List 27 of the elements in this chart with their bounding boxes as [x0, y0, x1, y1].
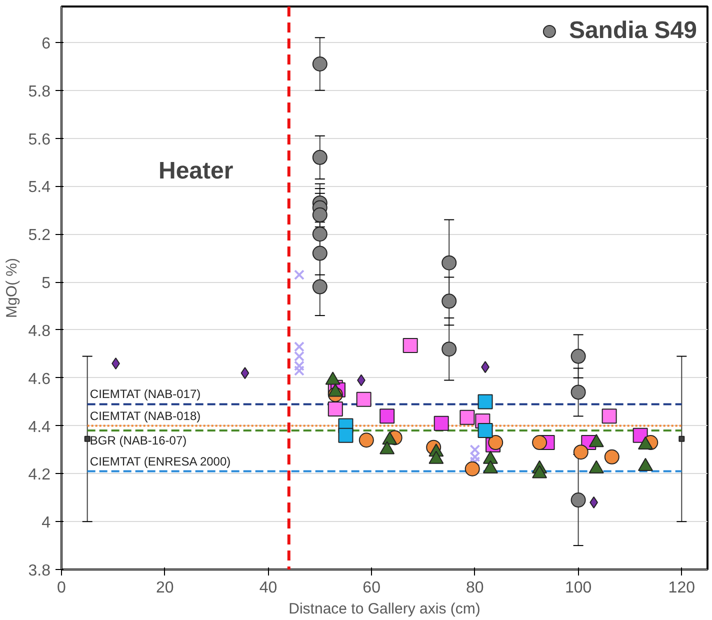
x-tick-label: 0	[57, 580, 66, 596]
y-tick-label: 4	[42, 514, 51, 532]
y-tick-label: 4.2	[28, 466, 51, 484]
x-axis-title: Distnace to Gallery axis (cm)	[288, 600, 480, 618]
x-tick-label: 100	[564, 580, 592, 596]
y-tick-label: 4.6	[28, 370, 51, 388]
ref-line-label: CIEMTAT (ENRESA 2000)	[90, 454, 231, 468]
x-tick-label: 120	[668, 580, 696, 596]
y-axis-title: MgO( %)	[3, 258, 20, 318]
ref-line-label: CIEMTAT (NAB-017)	[90, 387, 201, 402]
y-tick-label: 5.8	[28, 83, 51, 100]
ref-line-label: CIEMTAT (NAB-018)	[90, 408, 201, 423]
y-tick-label: 5.4	[28, 179, 51, 196]
x-tick-label: 40	[259, 580, 278, 596]
x-tick-label: 20	[156, 580, 174, 596]
legend-label: Sandia S49	[568, 17, 697, 45]
y-tick-label: 5	[42, 275, 51, 292]
y-tick-label: 3.8	[28, 562, 51, 580]
y-tick-label: 4.8	[28, 322, 51, 340]
annotation: Heater	[158, 158, 234, 184]
x-tick-label: 60	[362, 580, 381, 596]
x-tick-label: 80	[466, 580, 484, 596]
y-tick-label: 4.4	[28, 418, 51, 436]
y-tick-label: 6	[42, 35, 51, 52]
ref-line-label: BGR (NAB-16-07)	[90, 434, 187, 448]
y-tick-label: 5.2	[28, 227, 51, 244]
y-tick-label: 5.6	[28, 131, 51, 148]
